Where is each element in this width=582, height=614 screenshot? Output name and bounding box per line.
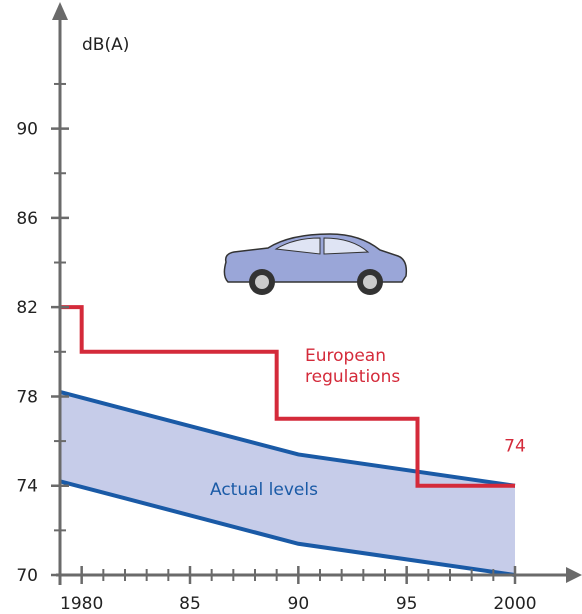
x-tick-label: 2000 [493,594,536,614]
series-label: European regulations [305,346,401,387]
car-illustration [223,233,408,295]
y-axis-label: dB(A) [82,35,129,55]
band-edge [59,479,516,577]
series-label: Actual levels [210,480,318,500]
step-line [60,305,515,488]
data-label: 74 [504,437,526,457]
x-tick-label: 90 [288,594,310,614]
y-tick-label: 70 [16,566,38,586]
x-tick-label: 95 [396,594,418,614]
band-area [60,391,515,575]
y-tick-label: 90 [16,120,38,140]
x-axis-arrow [566,567,582,583]
y-tick-label: 78 [16,387,38,407]
x-tick-label: 85 [179,594,201,614]
y-tick-label: 86 [16,209,38,229]
y-tick-label: 82 [16,298,38,318]
x-tick-label: 1980 [60,594,103,614]
y-tick-label: 74 [16,477,38,497]
band-edge [59,390,516,488]
y-axis-arrow [52,2,68,20]
